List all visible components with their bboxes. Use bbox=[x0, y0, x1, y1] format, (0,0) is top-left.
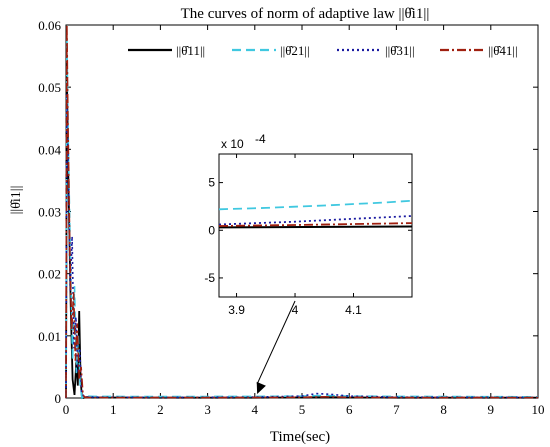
inset-scale-label: x 10 bbox=[221, 137, 244, 151]
x-tick-label: 1 bbox=[110, 402, 117, 417]
inset-arrow bbox=[256, 300, 296, 394]
y-tick-label: 0.01 bbox=[38, 329, 61, 344]
x-tick-label: 9 bbox=[488, 402, 495, 417]
x-axis-label: Time(sec) bbox=[270, 429, 330, 445]
inset-x-tick-label: 3.9 bbox=[228, 303, 245, 317]
x-tick-label: 5 bbox=[299, 402, 306, 417]
series-line-3 bbox=[65, 93, 539, 399]
arrow-head bbox=[256, 381, 266, 394]
x-tick-label: 3 bbox=[204, 402, 211, 417]
y-tick-label: 0.05 bbox=[38, 80, 61, 95]
x-tick-label: 4 bbox=[252, 402, 259, 417]
inset-y-tick-label: -5 bbox=[204, 271, 215, 285]
y-tick-label: 0.04 bbox=[38, 142, 61, 157]
x-tick-label: 8 bbox=[440, 402, 447, 417]
legend-label-3: ||θ̂31|| bbox=[385, 43, 415, 58]
legend: ||θ̂11|| ||θ̂21|| ||θ̂31|| ||θ̂41|| bbox=[128, 43, 518, 58]
inset-y-tick-label: 0 bbox=[208, 223, 215, 237]
series-line-2 bbox=[65, 37, 539, 400]
y-axis-label: ||θ̂i1|| bbox=[9, 186, 24, 215]
x-tick-label: 2 bbox=[157, 402, 164, 417]
inset-x-tick-label: 4.1 bbox=[345, 303, 362, 317]
legend-label-4: ||θ̂41|| bbox=[488, 43, 518, 58]
x-tick-label: 6 bbox=[346, 402, 353, 417]
inset-series-line-1 bbox=[218, 225, 413, 229]
x-tick-label: 7 bbox=[393, 402, 400, 417]
inset-series-line-3 bbox=[218, 215, 413, 226]
main-plot-area: 0 1 2 3 4 5 6 7 8 9 10 0 0.01 0.02 0.03 0.04 0.05 0.06 bbox=[38, 18, 544, 417]
y-tick-label: 0.03 bbox=[38, 205, 61, 220]
series-line-4 bbox=[65, 24, 539, 399]
inset-x-tick-label: 4 bbox=[292, 303, 299, 317]
y-tick-label: 0.06 bbox=[38, 18, 61, 33]
inset-plot: 3.9 4 4.1 -5 0 5 x 10 -4 bbox=[204, 132, 413, 317]
y-tick-label: 0.02 bbox=[38, 267, 61, 282]
legend-label-1: ||θ̂11|| bbox=[176, 43, 205, 58]
inset-frame bbox=[218, 153, 413, 298]
chart-title: The curves of norm of adaptive law ||θ̂i… bbox=[181, 6, 430, 22]
x-tick-label: 10 bbox=[532, 402, 545, 417]
inset-scale-exponent: -4 bbox=[255, 132, 266, 146]
arrow-shaft bbox=[256, 300, 296, 385]
legend-label-2: ||θ̂21|| bbox=[280, 43, 310, 58]
inset-y-tick-label: 5 bbox=[208, 176, 215, 190]
inset-series-line-4 bbox=[218, 222, 413, 227]
inset-series-line-2 bbox=[218, 199, 413, 211]
y-tick-label: 0 bbox=[55, 391, 62, 406]
x-tick-label: 0 bbox=[63, 402, 70, 417]
